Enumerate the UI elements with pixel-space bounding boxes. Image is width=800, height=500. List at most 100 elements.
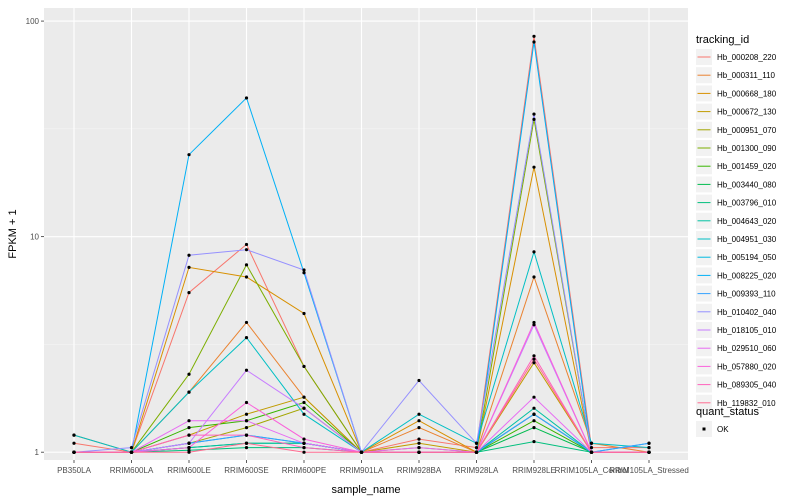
y-tick-label: 10 [30,233,39,242]
legend-label: Hb_008225_020 [717,271,777,280]
legend-label: Hb_057880_020 [717,362,777,371]
legend-label: Hb_000668_180 [717,89,777,98]
data-point [532,275,536,279]
data-point [532,165,536,169]
x-tick-label: RRIM901LA [340,466,384,475]
data-point [187,291,191,295]
x-tick-label: PB350LA [57,466,91,475]
data-point [302,450,306,454]
legend-label: Hb_004951_030 [717,235,777,244]
data-point [359,450,364,454]
data-point [187,433,191,437]
data-point [532,426,536,430]
data-point [302,406,306,410]
data-point [302,437,306,441]
data-point [302,441,306,445]
data-point [244,412,249,416]
x-axis-title: sample_name [331,484,400,496]
data-point [187,419,191,423]
legend-label: Hb_003440_080 [717,180,777,189]
legend-label: Hb_003796_010 [717,199,777,208]
data-point [417,419,421,423]
data-point [244,446,249,450]
data-point [532,412,536,416]
data-point [129,446,134,450]
data-point [244,275,249,279]
legend-label: Hb_119832_010 [717,399,776,408]
data-point [244,433,249,437]
data-point [244,248,249,252]
data-point [187,253,191,257]
data-point [532,357,536,361]
data-point [72,450,76,454]
legend-label: Hb_018105_010 [717,326,777,335]
data-point [187,390,191,394]
legend-label: Hb_029510_060 [717,344,777,353]
data-point [532,406,536,410]
data-point [129,450,134,454]
legend-series: tracking_id Hb_000208_220 Hb_000311_110 Hb… [696,34,777,411]
data-point [302,311,306,316]
data-point [187,153,191,157]
data-point [302,400,306,405]
x-tick-label: RRIM105LA_Control [555,466,629,475]
data-point [417,426,421,430]
data-point [244,263,249,267]
legend-quant-status-title: quant_status [696,406,759,418]
data-point [244,242,249,247]
data-point [302,271,306,275]
data-point [532,250,536,254]
data-point [647,446,651,450]
data-point [532,34,536,38]
data-point [187,426,191,430]
legend-label: OK [717,425,729,434]
legend-label: Hb_005194_050 [717,253,777,262]
x-tick-label: RRIM928LA [455,466,499,475]
y-axis: 1 10 100 [26,17,44,457]
x-tick-label: RRIM928LE [512,466,556,475]
x-tick-label: RRIM600LE [167,466,211,475]
legend-label: Hb_000672_130 [717,108,777,117]
data-point [302,268,306,272]
data-point [244,320,249,325]
data-point [187,265,191,269]
data-point [532,323,536,327]
legend-label: Hb_000208_220 [717,53,777,62]
plot-panel [44,8,688,460]
legend-label: Hb_001300_090 [717,144,777,153]
data-point [532,395,536,399]
data-point [532,40,536,44]
data-point [187,372,191,376]
legend-label: Hb_009393_110 [717,290,776,299]
data-point [187,441,191,445]
data-point [302,412,306,416]
y-axis-title: FPKM + 1 [7,209,19,258]
data-point [417,412,421,416]
data-points [72,34,651,454]
data-point [647,441,651,445]
legend-label: Hb_000951_070 [717,126,777,135]
x-tick-label: RRIM600LA [110,466,154,475]
data-point [72,433,76,437]
x-tick-label: RRIM600PE [282,466,326,475]
x-tick-label: RRIM928BA [397,466,442,475]
data-point [589,446,594,450]
data-point [244,368,249,372]
legend-label: Hb_001459_020 [717,162,777,171]
data-point [532,439,536,444]
data-point [244,96,249,100]
data-point [187,450,191,454]
data-point [417,450,421,454]
x-axis: PB350LA RRIM600LA RRIM600LE RRIM600SE RRIM60… [57,460,689,475]
data-point [417,437,421,441]
data-point [589,450,594,454]
data-point [474,441,479,445]
data-point [532,361,536,365]
data-point [417,378,421,383]
x-tick-label: RRIM105LA_Stressed [609,466,689,475]
data-point [302,364,306,369]
legend-label: Hb_004643_020 [717,217,777,226]
x-tick-label: RRIM600SE [224,466,268,475]
legend-point-swatch [702,427,706,431]
